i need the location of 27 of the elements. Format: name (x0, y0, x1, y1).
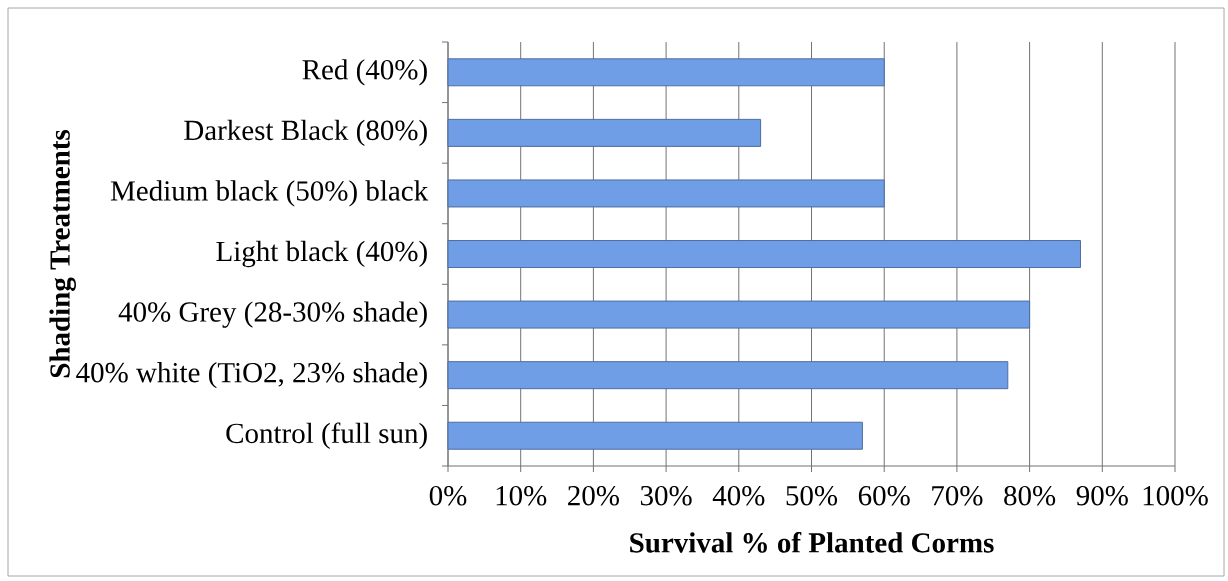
x-tick-label: 80% (1004, 485, 1056, 506)
bar (447, 240, 1081, 269)
y-tick-label: Red (40%) (302, 59, 427, 86)
y-tick-label: Light black (40%) (216, 240, 427, 268)
x-tick-label: 60% (858, 485, 910, 506)
bar (447, 179, 885, 208)
x-tick-label: 10% (496, 485, 547, 506)
bar (447, 58, 885, 87)
y-axis-title: Shading Treatments (49, 129, 76, 378)
x-axis-title: Survival % of Planted Corms (630, 531, 994, 553)
y-tick-label: Medium black (50%) black (110, 180, 429, 207)
bar (447, 421, 863, 450)
y-tick-label: 40% Grey (28-30% shade) (118, 301, 427, 328)
bar (447, 361, 1009, 390)
x-tick-label: 0% (429, 485, 467, 506)
bar (447, 118, 762, 147)
bar (447, 300, 1031, 329)
x-tick-label: 100% (1143, 485, 1208, 506)
y-tick-label: Darkest Black (80%) (184, 119, 427, 147)
x-tick-label: 40% (712, 485, 765, 506)
x-tick-label: 90% (1076, 485, 1128, 506)
y-tick-label: Control (full sun) (226, 422, 427, 450)
x-tick-label: 20% (568, 485, 619, 506)
x-tick-label: 70% (932, 485, 983, 506)
y-tick-label: 40% white (TiO2, 23% shade) (76, 362, 427, 389)
x-tick-label: 30% (640, 485, 692, 506)
x-tick-label: 50% (786, 485, 838, 506)
